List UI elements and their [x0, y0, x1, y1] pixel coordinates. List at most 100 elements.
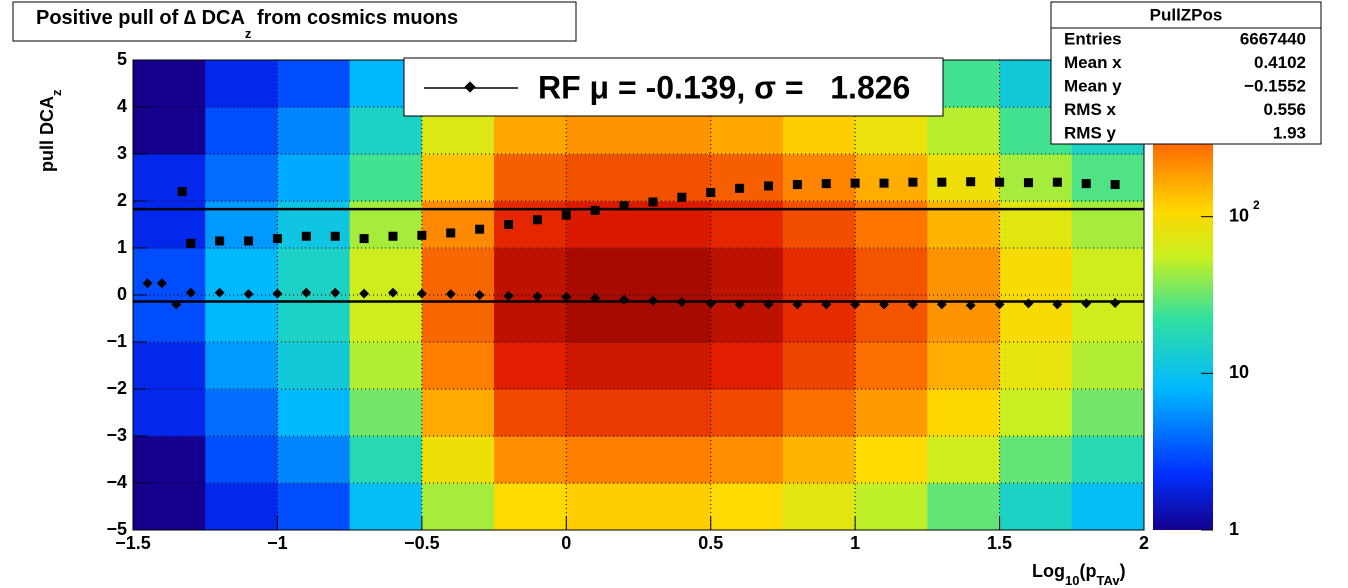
title-text: Positive pull of ∆ DCA: [36, 7, 245, 29]
heatmap-cell: [133, 389, 206, 437]
heatmap-cell: [710, 248, 784, 296]
heatmap-cell: [277, 389, 351, 437]
data-point: [330, 231, 340, 241]
stats-title: PullZPos: [1150, 5, 1223, 24]
heatmap-cell: [277, 248, 351, 296]
heatmap-cell: [782, 154, 856, 202]
stats-label: Entries: [1064, 29, 1122, 48]
heatmap-cell: [205, 389, 278, 437]
heatmap-cell: [349, 389, 423, 437]
heatmap-cell: [277, 295, 351, 343]
z-tick-sup: 2: [1253, 198, 1260, 212]
heatmap-cell: [349, 295, 423, 343]
data-point: [1081, 298, 1092, 309]
stats-label: RMS x: [1064, 100, 1117, 119]
heatmap-cell: [999, 436, 1073, 484]
data-point: [359, 288, 370, 299]
y-tick-label: 5: [117, 49, 127, 69]
heatmap-cell: [349, 248, 423, 296]
x-tick-label: 0.5: [698, 533, 723, 553]
heatmap-cell: [421, 483, 495, 531]
heatmap-cell: [638, 389, 712, 437]
heatmap-cell: [710, 483, 784, 531]
heatmap-cell: [782, 483, 856, 531]
heatmap-cell: [421, 436, 495, 484]
stats-value: 0.556: [1263, 100, 1306, 119]
data-point: [532, 215, 542, 225]
heatmap-cell: [638, 154, 712, 202]
data-point: [879, 299, 889, 310]
heatmap-cell: [638, 436, 712, 484]
stats-value: 6667440: [1240, 29, 1306, 48]
heatmap-cell: [277, 60, 351, 108]
heatmap-cell: [421, 295, 495, 343]
heatmap-cell: [999, 389, 1073, 437]
heatmap-cell: [999, 248, 1073, 296]
legend-text: RF μ = -0.139, σ = 1.826: [538, 69, 910, 105]
heatmap-cell: [927, 436, 1001, 484]
heatmap-cell: [566, 342, 639, 390]
heatmap-cell: [566, 483, 639, 531]
data-point: [1052, 177, 1062, 187]
heatmap-cell: [133, 248, 206, 296]
heatmap-cell: [349, 436, 423, 484]
data-point: [821, 299, 832, 310]
data-point: [735, 183, 745, 193]
data-point: [503, 290, 514, 301]
data-point: [301, 231, 311, 241]
data-point: [445, 289, 456, 300]
heatmap-cell: [133, 436, 206, 484]
heatmap-cell: [205, 248, 278, 296]
data-point: [1081, 179, 1091, 189]
heatmap-cell: [494, 389, 567, 437]
x-tick-label: 0: [561, 533, 571, 553]
heatmap-cell: [205, 295, 278, 343]
heatmap-cell: [566, 248, 639, 296]
heatmap-cell: [855, 483, 928, 531]
heatmap-cell: [566, 154, 639, 202]
heatmap-cell: [782, 436, 856, 484]
data-point: [446, 228, 456, 238]
data-point: [171, 299, 182, 310]
heatmap-cell: [133, 60, 206, 108]
data-point: [1110, 298, 1121, 308]
data-point: [1052, 299, 1063, 310]
data-point: [966, 177, 976, 187]
z-tick-label: 1: [1229, 519, 1239, 539]
data-point: [850, 178, 860, 188]
x-tick-label: 1.5: [987, 533, 1012, 553]
stats-value: 0.4102: [1254, 53, 1306, 72]
data-point: [475, 224, 485, 234]
data-point: [850, 299, 861, 310]
data-point: [142, 278, 153, 289]
heatmap-cell: [1071, 436, 1145, 484]
heatmap-cell: [277, 483, 351, 531]
heatmap-cell: [927, 483, 1001, 531]
heatmap-cell: [1071, 154, 1145, 202]
heatmap-cell: [421, 389, 495, 437]
data-point: [504, 220, 514, 229]
y-tick-label: 1: [117, 237, 127, 257]
heatmap-cell: [638, 342, 712, 390]
data-point: [388, 287, 398, 298]
data-point: [647, 295, 658, 306]
label-text: ): [1120, 561, 1126, 581]
y-tick-label: −3: [106, 425, 127, 445]
label-text: Log: [1032, 561, 1065, 581]
y-tick-label: −1: [106, 331, 127, 351]
label-sub: TAv: [1096, 573, 1120, 588]
data-point: [244, 236, 254, 246]
heatmap-cell: [494, 295, 567, 343]
data-point: [1110, 180, 1120, 190]
legend-box: [403, 57, 944, 117]
x-tick-label: −1.5: [115, 533, 151, 553]
heatmap-cell: [1071, 389, 1145, 437]
heatmap-cell: [1071, 483, 1145, 531]
data-point: [177, 187, 187, 197]
heatmap-cell: [566, 389, 639, 437]
data-point: [821, 179, 831, 189]
heatmap-cell: [277, 154, 351, 202]
heatmap-cell: [999, 342, 1073, 390]
data-point: [879, 178, 889, 188]
heatmap-cell: [277, 342, 351, 390]
